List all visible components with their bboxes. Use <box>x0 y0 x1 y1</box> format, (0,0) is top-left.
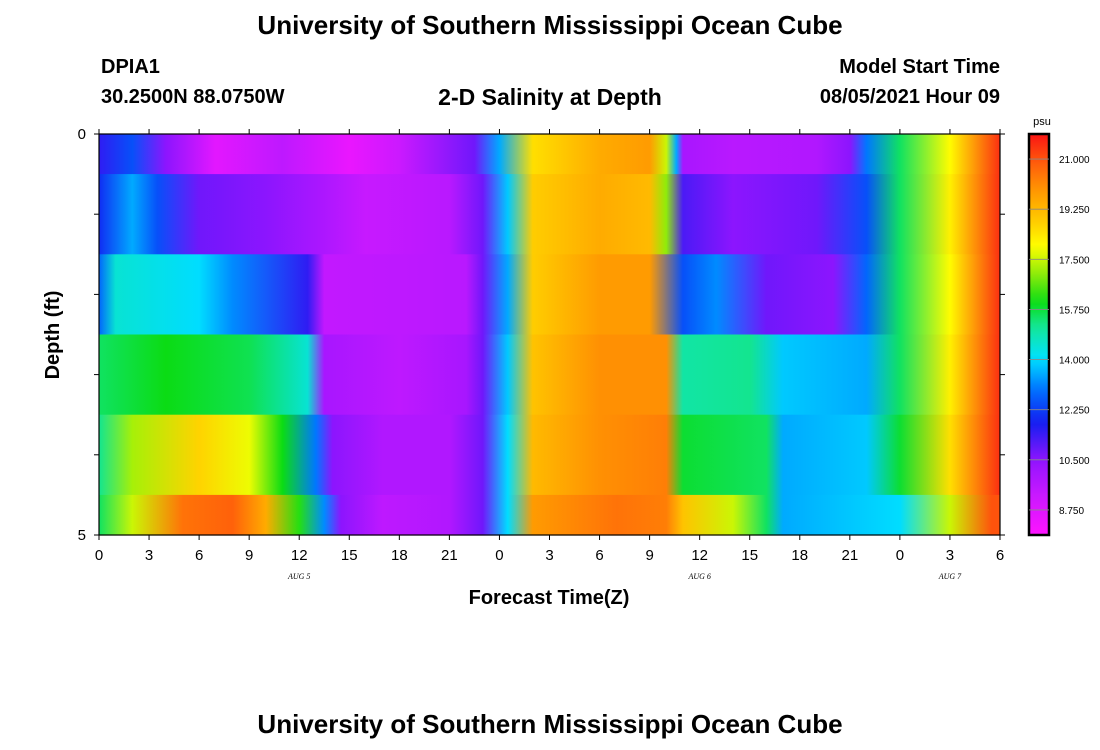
colorbar-ramp <box>1027 132 1051 537</box>
colorbar: 8.750 10.500 12.250 14.000 15.750 17.500 19.25… <box>1027 116 1090 537</box>
x-tick-label: 3 <box>946 547 954 564</box>
station-id: DPIA1 <box>101 56 160 78</box>
x-tick-label: 12 <box>291 547 308 564</box>
footer-title: University of Southern Mississippi Ocean… <box>257 709 843 739</box>
heatmap-layer <box>99 174 1000 255</box>
colorbar-tick-label: 8.750 <box>1059 506 1084 517</box>
x-tick-label: 6 <box>996 547 1004 564</box>
x-tick-label: 21 <box>441 547 458 564</box>
x-axis-label: Forecast Time(Z) <box>469 587 630 609</box>
x-tick-label: 15 <box>341 547 358 564</box>
x-tick-label: 0 <box>495 547 503 564</box>
colorbar-tick-label: 14.000 <box>1059 356 1090 367</box>
heatmap-layer <box>99 134 1000 175</box>
x-tick-label: 15 <box>741 547 758 564</box>
x-tick-label: 3 <box>145 547 153 564</box>
main-title: University of Southern Mississippi Ocean… <box>257 10 843 40</box>
x-tick-label: 9 <box>645 547 653 564</box>
heatmap-layer <box>99 334 1000 416</box>
x-tick-label: 18 <box>391 547 408 564</box>
heatmap-layer <box>99 414 1000 496</box>
colorbar-tick-label: 17.500 <box>1059 255 1090 266</box>
colorbar-tick-label: 15.750 <box>1059 305 1090 316</box>
model-start-label: Model Start Time <box>839 56 1000 78</box>
station-coordinates: 30.2500N 88.0750W <box>101 86 285 108</box>
x-tick-label: 21 <box>841 547 858 564</box>
date-label: AUG 7 <box>938 572 962 581</box>
x-tick-label: 12 <box>691 547 708 564</box>
x-tick-label: 3 <box>545 547 553 564</box>
y-axis-label: Depth (ft) <box>42 291 64 380</box>
colorbar-tick-label: 10.500 <box>1059 456 1090 467</box>
colorbar-tick-label: 19.250 <box>1059 205 1090 216</box>
x-tick-label: 6 <box>595 547 603 564</box>
date-label: AUG 6 <box>687 572 710 581</box>
date-label: AUG 5 <box>287 572 310 581</box>
x-tick-label: 0 <box>896 547 904 564</box>
x-tick-label: 18 <box>791 547 808 564</box>
model-start-time: 08/05/2021 Hour 09 <box>819 86 1000 108</box>
x-tick-label: 0 <box>95 547 103 564</box>
colorbar-unit: psu <box>1033 116 1051 128</box>
chart-subtitle: 2-D Salinity at Depth <box>438 84 662 110</box>
heatmap-layer <box>99 254 1000 336</box>
x-tick-label: 9 <box>245 547 253 564</box>
heatmap-layer <box>99 494 1000 536</box>
heatmap-layers <box>99 134 1000 536</box>
colorbar-tick-label: 12.250 <box>1059 406 1090 417</box>
y-tick-label: 5 <box>78 527 86 544</box>
axes: 0 3 6 9 12 15 18 21 0 3 6 9 12 15 18 21 0 3 6 AUG 5 AUG 6 AUG… <box>78 126 1005 581</box>
x-tick-label: 6 <box>195 547 203 564</box>
y-tick-label: 0 <box>78 126 86 143</box>
colorbar-tick-label: 21.000 <box>1059 155 1090 166</box>
